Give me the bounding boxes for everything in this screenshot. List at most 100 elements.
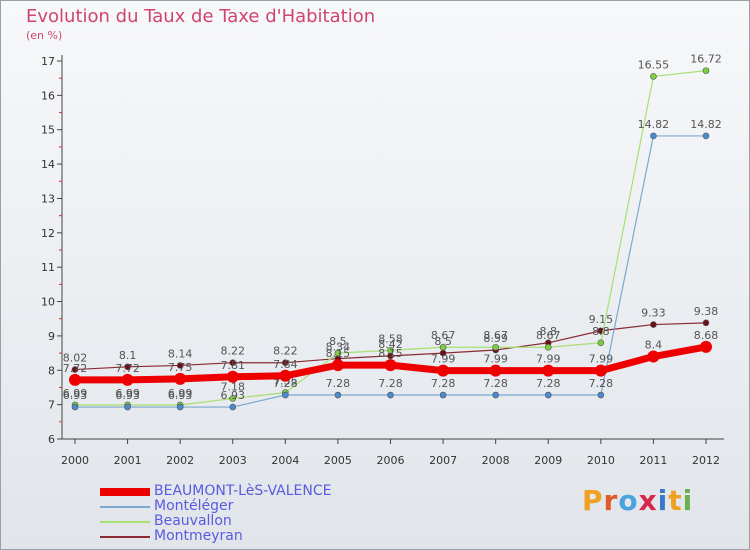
x-tick-label: 2012 xyxy=(692,454,720,467)
data-label-beaumont-l-s-valence: 8.15 xyxy=(326,347,351,360)
data-label-beauvallon: 6.99 xyxy=(168,387,193,400)
data-point-beaumont-l-s-valence xyxy=(647,350,660,363)
data-label-montmeyran: 8.5 xyxy=(434,335,452,348)
data-label-mont-l-ger: 7.28 xyxy=(536,377,561,390)
legend-swatch xyxy=(100,536,150,538)
data-point-mont-l-ger xyxy=(71,403,79,411)
legend-label: Montéléger xyxy=(154,498,234,514)
data-label-montmeyran: 8.8 xyxy=(540,325,558,338)
data-label-beauvallon: 8.67 xyxy=(431,329,456,342)
data-label-montmeyran: 8.02 xyxy=(63,352,88,365)
data-point-montmeyran xyxy=(282,359,289,367)
y-tick-label: 13 xyxy=(41,192,55,205)
y-tick-label: 14 xyxy=(41,158,55,171)
data-point-beauvallon xyxy=(492,343,499,351)
x-tick-label: 2009 xyxy=(534,454,562,467)
data-point-beaumont-l-s-valence xyxy=(121,373,134,386)
data-point-beaumont-l-s-valence xyxy=(489,364,502,377)
data-point-montmeyran xyxy=(702,319,710,327)
data-label-mont-l-ger: 7.28 xyxy=(483,377,508,390)
unit-label: (en %) xyxy=(26,29,63,42)
logo-letter: P xyxy=(582,484,604,517)
data-point-beaumont-l-s-valence xyxy=(384,359,397,372)
data-point-beauvallon xyxy=(702,67,710,74)
data-point-beauvallon xyxy=(334,349,342,357)
data-point-montmeyran xyxy=(71,366,79,373)
data-label-beauvallon: 16.72 xyxy=(690,53,722,66)
data-label-beaumont-l-s-valence: 7.99 xyxy=(589,353,614,366)
x-tick-label: 2001 xyxy=(114,454,142,467)
data-label-beauvallon: 8.58 xyxy=(378,332,403,345)
logo-letter: x xyxy=(638,484,658,517)
data-label-montmeyran: 8.1 xyxy=(119,349,137,362)
y-tick-label: 15 xyxy=(41,124,55,137)
x-tick-label: 2003 xyxy=(219,454,247,467)
logo-letter: r xyxy=(603,484,619,517)
y-tick-label: 11 xyxy=(41,261,55,274)
data-label-montmeyran: 9.38 xyxy=(694,305,719,318)
y-tick-label: 10 xyxy=(41,296,55,309)
data-label-beauvallon: 8.67 xyxy=(483,329,508,342)
data-label-montmeyran: 8.22 xyxy=(273,345,298,358)
data-label-beaumont-l-s-valence: 7.99 xyxy=(483,353,508,366)
data-point-beaumont-l-s-valence xyxy=(69,373,81,386)
legend-label: BEAUMONT-LèS-VALENCE xyxy=(154,483,332,499)
data-label-beaumont-l-s-valence: 7.72 xyxy=(115,362,140,375)
data-point-beauvallon xyxy=(439,343,447,351)
data-point-beauvallon xyxy=(544,343,552,351)
data-point-beaumont-l-s-valence xyxy=(331,359,344,372)
data-label-mont-l-ger: 6.93 xyxy=(63,389,88,402)
data-label-mont-l-ger: 6.93 xyxy=(221,389,246,402)
data-label-mont-l-ger: 7.28 xyxy=(589,377,614,390)
data-point-montmeyran xyxy=(176,362,184,369)
data-point-mont-l-ger xyxy=(387,391,394,399)
data-label-mont-l-ger: 7.28 xyxy=(326,377,351,390)
x-tick-label: 2011 xyxy=(639,454,667,467)
data-label-montmeyran: 8.22 xyxy=(221,345,246,358)
data-point-mont-l-ger xyxy=(702,132,710,140)
x-tick-label: 2006 xyxy=(377,454,405,467)
data-label-beaumont-l-s-valence: 8.15 xyxy=(378,347,403,360)
data-label-mont-l-ger: 7.28 xyxy=(378,377,403,390)
y-tick-label: 7 xyxy=(48,399,55,412)
x-tick-label: 2004 xyxy=(271,454,299,467)
data-label-beaumont-l-s-valence: 7.75 xyxy=(168,361,193,374)
data-point-mont-l-ger xyxy=(124,403,131,411)
data-point-beaumont-l-s-valence xyxy=(226,370,239,383)
proxiti-logo: Proxiti xyxy=(582,484,693,517)
data-label-beaumont-l-s-valence: 7.84 xyxy=(273,358,298,371)
data-point-beauvallon xyxy=(597,339,605,347)
x-tick-label: 2010 xyxy=(587,454,615,467)
data-point-mont-l-ger xyxy=(282,391,289,399)
data-label-beauvallon: 8.5 xyxy=(329,335,347,348)
data-label-mont-l-ger: 6.93 xyxy=(168,389,193,402)
x-tick-label: 2005 xyxy=(324,454,352,467)
x-tick-label: 2007 xyxy=(429,454,457,467)
data-label-mont-l-ger: 6.93 xyxy=(115,389,140,402)
data-point-beaumont-l-s-valence xyxy=(437,364,450,377)
data-label-beaumont-l-s-valence: 8.4 xyxy=(645,339,663,352)
data-label-beauvallon: 8.8 xyxy=(592,325,610,338)
data-label-beaumont-l-s-valence: 7.99 xyxy=(536,353,561,366)
data-label-montmeyran: 8.14 xyxy=(168,347,193,360)
data-label-beaumont-l-s-valence: 8.68 xyxy=(694,329,719,342)
data-label-montmeyran: 8.59 xyxy=(483,332,508,345)
data-point-mont-l-ger xyxy=(544,391,552,399)
logo-letter: i xyxy=(682,484,694,517)
data-point-montmeyran xyxy=(229,359,237,367)
x-tick-label: 2000 xyxy=(61,454,89,467)
data-point-mont-l-ger xyxy=(334,391,342,399)
logo-letter: i xyxy=(657,484,669,517)
legend-swatch xyxy=(100,488,150,496)
legend-label: Montmeyran xyxy=(154,528,243,544)
data-point-beauvallon xyxy=(229,395,237,402)
y-tick-label: 6 xyxy=(48,433,55,446)
y-tick-label: 8 xyxy=(48,364,55,377)
data-label-montmeyran: 8.34 xyxy=(326,341,351,354)
data-label-beauvallon: 16.55 xyxy=(638,58,670,71)
data-label-beaumont-l-s-valence: 7.72 xyxy=(63,362,88,375)
data-point-mont-l-ger xyxy=(597,391,605,399)
y-tick-label: 17 xyxy=(41,55,55,68)
legend-swatch xyxy=(100,506,150,508)
